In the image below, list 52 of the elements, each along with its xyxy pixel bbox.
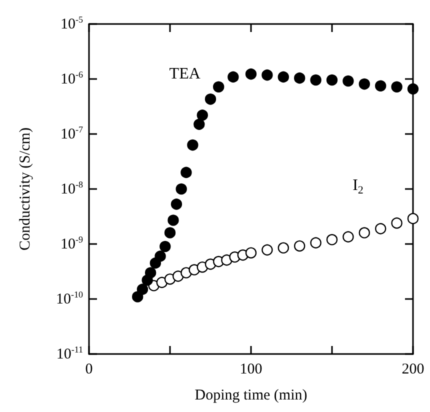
point bbox=[407, 212, 419, 224]
point bbox=[144, 267, 156, 278]
point bbox=[358, 227, 370, 238]
point bbox=[358, 78, 370, 90]
y-tick-label: 10$^{-9}$ bbox=[60, 234, 83, 252]
y-tick-label: 10$^{-8}$ bbox=[60, 179, 83, 198]
y-tick-label: 10$^{-5}$ bbox=[60, 14, 83, 32]
point bbox=[310, 237, 322, 248]
point bbox=[170, 198, 182, 210]
series-label: TEA bbox=[169, 66, 201, 83]
point bbox=[310, 74, 322, 86]
point bbox=[132, 291, 144, 302]
point bbox=[176, 183, 187, 195]
point bbox=[245, 247, 257, 258]
x-tick-label: 100 bbox=[240, 362, 262, 378]
point bbox=[194, 118, 205, 130]
point bbox=[172, 270, 184, 282]
point bbox=[294, 240, 306, 252]
point bbox=[326, 74, 338, 86]
point bbox=[262, 244, 273, 256]
point bbox=[278, 71, 289, 83]
point bbox=[375, 223, 386, 234]
y-tick-label: 10$^{-6}$ bbox=[60, 69, 83, 88]
point bbox=[391, 217, 402, 229]
point bbox=[391, 81, 402, 92]
point bbox=[245, 68, 257, 80]
point bbox=[278, 242, 289, 254]
point bbox=[168, 214, 179, 226]
point bbox=[294, 72, 306, 84]
point bbox=[180, 166, 192, 178]
point bbox=[164, 227, 176, 238]
x-tick-label: 200 bbox=[402, 362, 424, 378]
x-tick-label: 0 bbox=[85, 362, 93, 378]
point bbox=[213, 81, 224, 92]
point bbox=[154, 250, 166, 262]
point bbox=[407, 83, 419, 95]
point bbox=[326, 234, 338, 246]
point bbox=[187, 139, 198, 151]
point bbox=[262, 69, 273, 81]
point bbox=[228, 71, 239, 83]
y-tick-label: 10$^{-11}$ bbox=[56, 344, 83, 362]
y-tick-label: 10$^{-10}$ bbox=[56, 289, 83, 308]
y-tick-label: 10$^{-7}$ bbox=[60, 124, 83, 142]
x-axis-title: Doping time (min) bbox=[194, 388, 308, 404]
point bbox=[196, 110, 208, 121]
point bbox=[160, 240, 171, 252]
point bbox=[342, 75, 354, 87]
point bbox=[375, 80, 386, 92]
point bbox=[204, 94, 216, 105]
point bbox=[342, 231, 354, 242]
y-axis-title: Conductivity (S/cm) bbox=[18, 128, 34, 250]
point bbox=[136, 284, 148, 295]
